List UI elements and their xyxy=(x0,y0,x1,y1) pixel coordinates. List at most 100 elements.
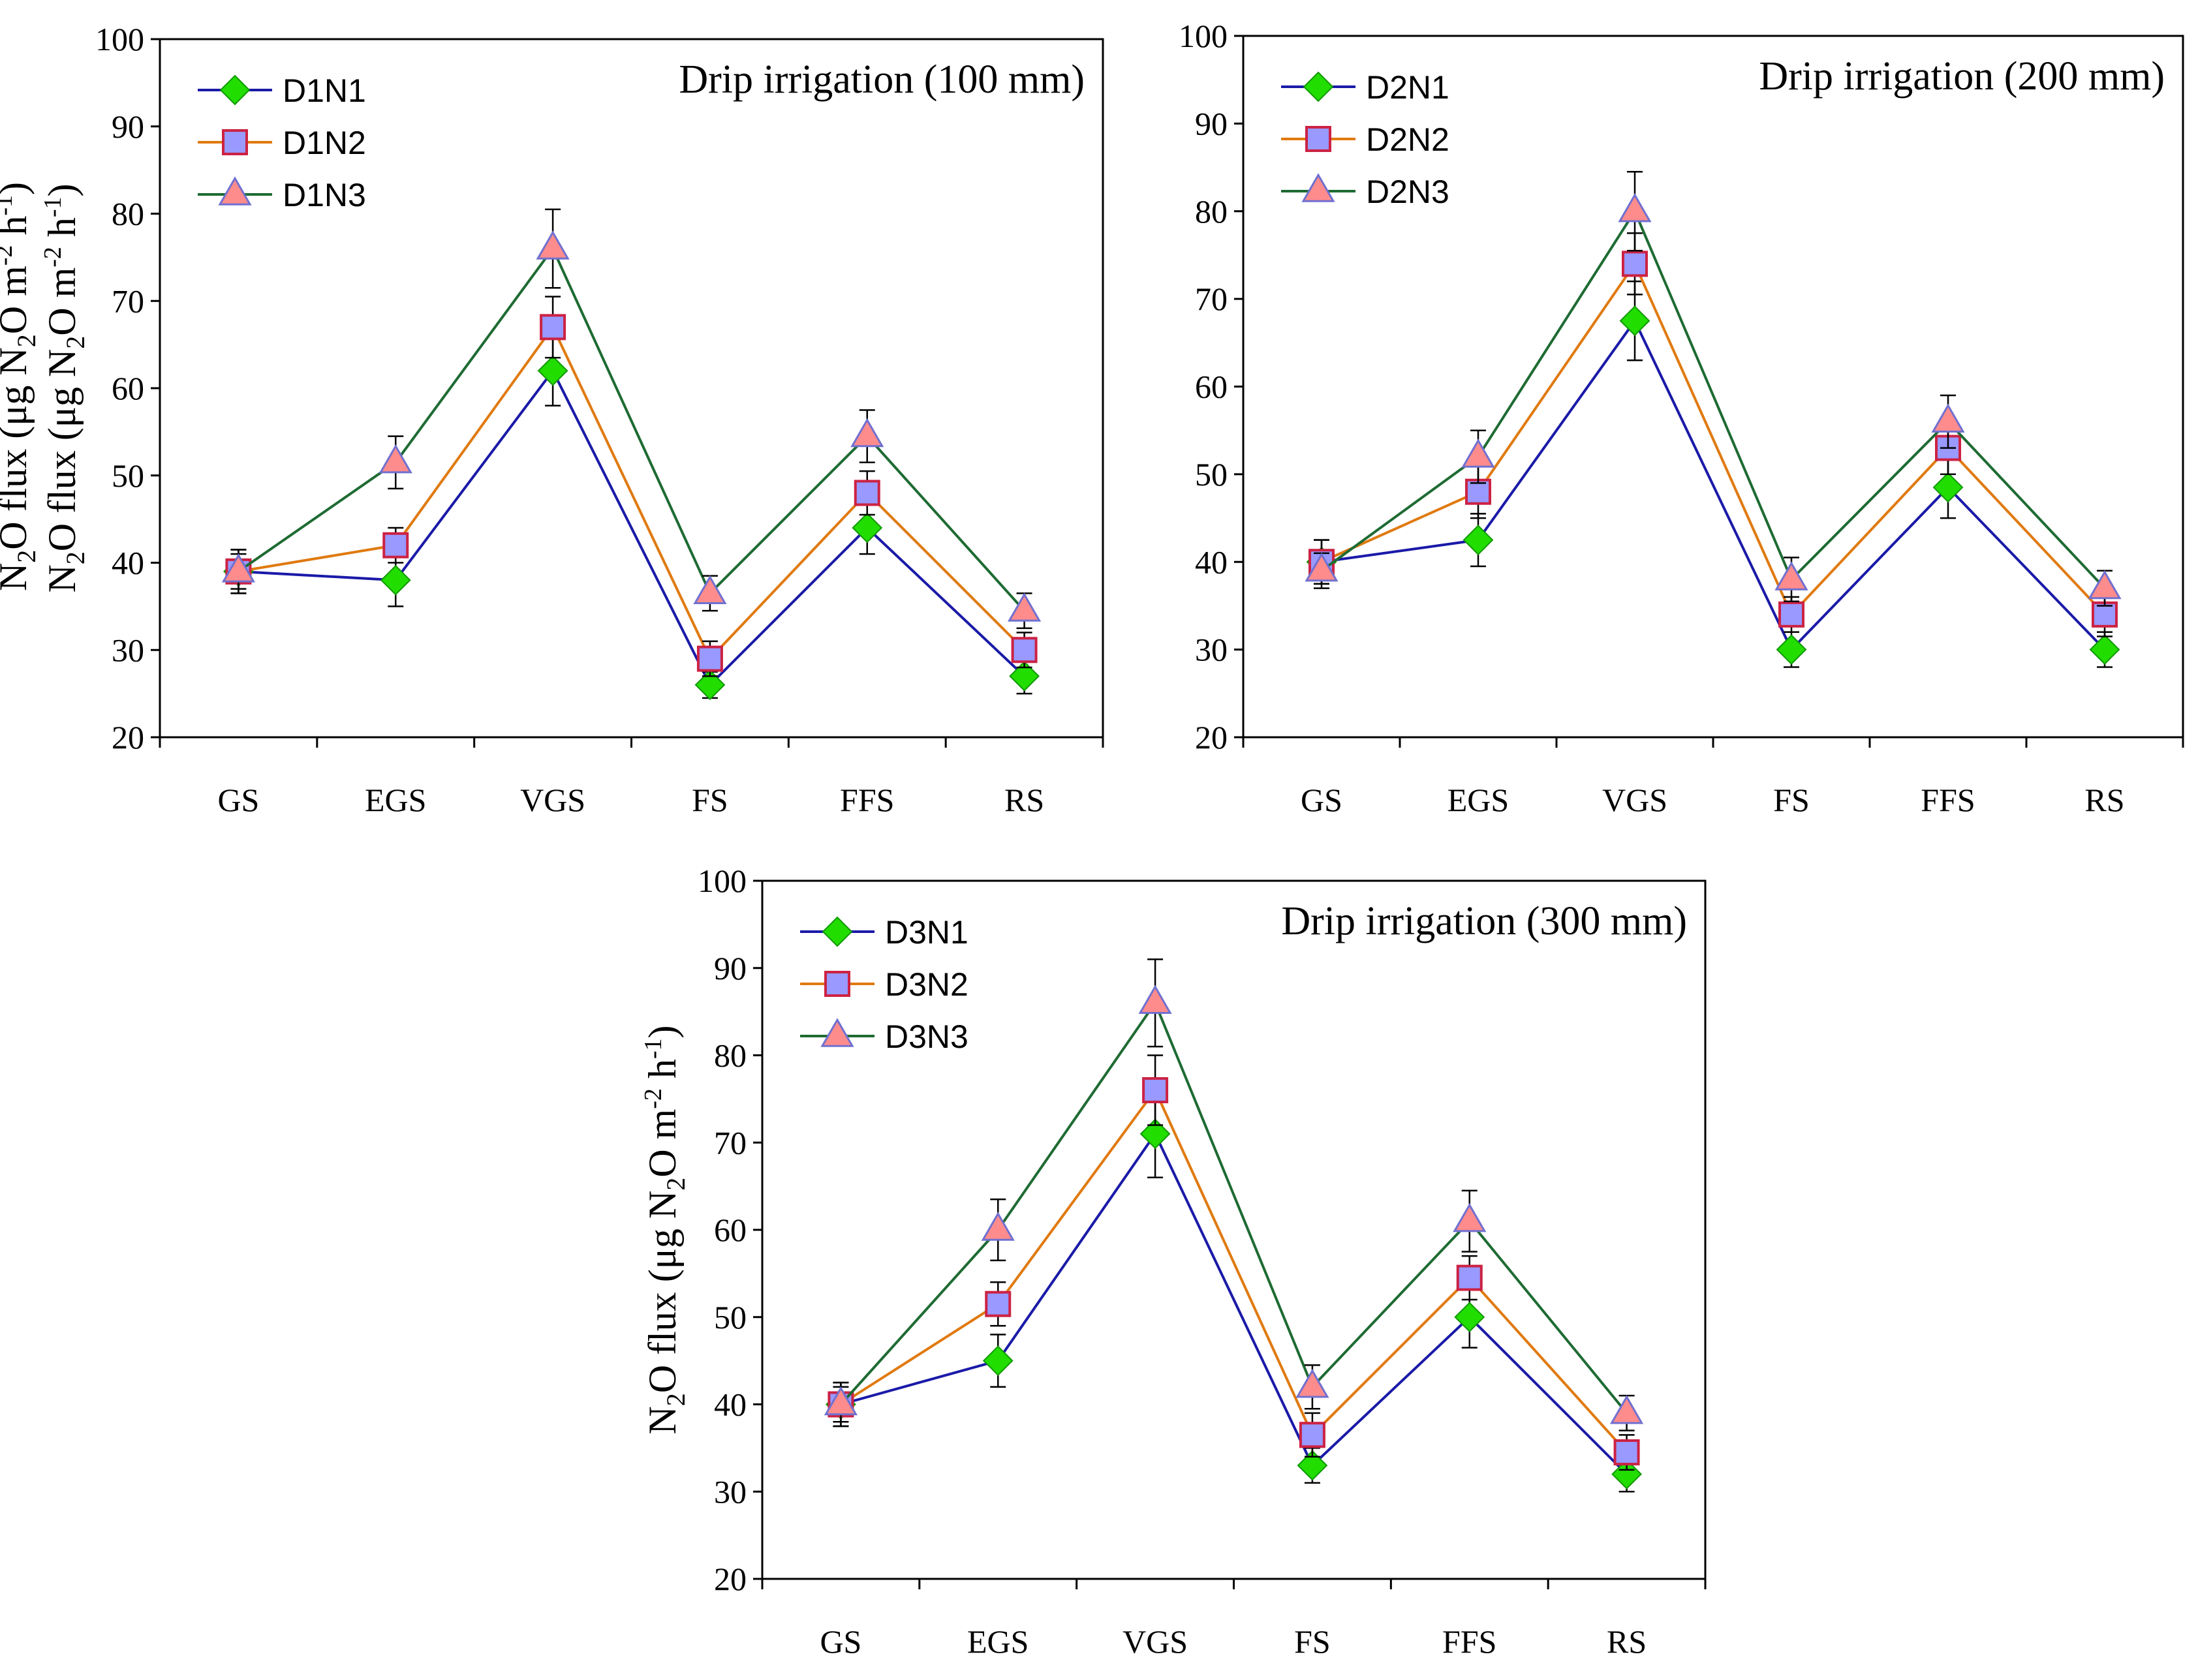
legend-marker xyxy=(219,74,251,106)
series-D3N2 xyxy=(828,1054,1640,1471)
legend-marker xyxy=(820,1018,854,1047)
legend-marker xyxy=(1305,126,1331,152)
y-tick-label: 40 xyxy=(714,1386,747,1423)
series-D2N3 xyxy=(1305,171,2122,607)
x-tick-label: GS xyxy=(217,782,259,818)
data-point xyxy=(696,645,723,672)
x-tick-label: EGS xyxy=(967,1623,1029,1660)
data-point xyxy=(981,1212,1015,1241)
legend-marker xyxy=(824,971,850,997)
legend-marker xyxy=(1303,71,1334,102)
data-point xyxy=(985,1291,1012,1317)
y-tick-label: 70 xyxy=(1195,281,1228,317)
data-point xyxy=(1613,1439,1640,1466)
data-point xyxy=(1007,592,1042,622)
y-axis-label: N2O flux (μg N2O m-2 h-1) xyxy=(640,1025,690,1434)
series-line xyxy=(238,246,1026,612)
y-tick-label: 50 xyxy=(1195,456,1228,493)
x-tick-label: FS xyxy=(692,782,728,818)
series-D3N3 xyxy=(824,958,1644,1431)
legend-label: D1N2 xyxy=(283,125,366,161)
data-point xyxy=(1297,1450,1328,1481)
x-tick-label: FFS xyxy=(1442,1623,1496,1660)
data-point xyxy=(1461,438,1495,468)
x-tick-label: FS xyxy=(1773,782,1810,818)
data-point xyxy=(824,1386,858,1416)
data-point xyxy=(1139,1118,1171,1150)
series-D2N2 xyxy=(1308,232,2118,637)
y-tick-label: 100 xyxy=(1179,18,1228,54)
data-point xyxy=(693,575,727,605)
y-tick-label: 70 xyxy=(714,1124,747,1161)
x-tick-label: VGS xyxy=(1122,1623,1188,1660)
data-point xyxy=(221,553,256,583)
legend-label: D2N1 xyxy=(1366,69,1449,106)
x-tick-label: RS xyxy=(1607,1623,1647,1660)
y-tick-label: 100 xyxy=(95,21,144,57)
data-point xyxy=(2088,570,2122,600)
legend-label: D3N2 xyxy=(885,966,968,1003)
y-axis-label: N2O flux (μg N2O m-2 h-1) xyxy=(0,182,41,591)
data-point xyxy=(1299,1422,1325,1448)
data-point xyxy=(1619,305,1650,337)
series-line xyxy=(839,1000,1628,1414)
data-point xyxy=(2092,601,2118,628)
legend-label: D3N3 xyxy=(885,1018,968,1055)
legend-marker xyxy=(1301,173,1335,202)
y-tick-label: 80 xyxy=(1195,193,1228,230)
x-tick-label: FFS xyxy=(840,782,894,818)
data-point xyxy=(382,532,409,558)
data-point xyxy=(1011,637,1038,664)
data-point xyxy=(982,1345,1014,1377)
y-tick-label: 90 xyxy=(714,950,747,986)
data-point xyxy=(1009,660,1040,692)
legend-label: D2N2 xyxy=(1366,121,1449,158)
legend-label: D1N1 xyxy=(283,72,366,109)
y-tick-label: 20 xyxy=(1195,719,1228,756)
y-tick-label: 60 xyxy=(714,1212,747,1248)
series-D1N3 xyxy=(221,208,1042,630)
legend-marker xyxy=(822,916,853,947)
legend-label: D2N3 xyxy=(1366,174,1449,210)
series-D2N1 xyxy=(1306,281,2120,668)
data-point xyxy=(2089,634,2120,665)
x-tick-label: GS xyxy=(1301,782,1342,818)
legend-marker xyxy=(218,176,252,206)
data-point xyxy=(1454,1302,1485,1333)
series-line xyxy=(1320,208,2106,589)
series-line xyxy=(1321,261,2106,617)
data-point xyxy=(1453,1202,1487,1232)
data-point xyxy=(1611,1459,1642,1489)
y-tick-label: 60 xyxy=(112,370,144,406)
data-point xyxy=(1931,403,1965,433)
legend: D2N1 D2N2 D2N3 xyxy=(1281,69,1449,210)
data-point xyxy=(854,480,880,506)
data-point xyxy=(1465,478,1491,505)
y-tick-label: 70 xyxy=(112,283,144,319)
y-tick-label: 40 xyxy=(1195,543,1228,580)
series-D1N2 xyxy=(225,296,1038,677)
y-tick-label: 30 xyxy=(1195,632,1228,668)
x-tick-label: EGS xyxy=(1447,782,1509,818)
data-point xyxy=(536,230,570,260)
series-line xyxy=(1321,318,2106,652)
data-point xyxy=(1295,1368,1329,1398)
y-tick-label: 50 xyxy=(112,457,144,494)
data-point xyxy=(1456,1264,1483,1291)
data-point xyxy=(1774,561,1808,590)
x-tick-label: EGS xyxy=(365,782,426,818)
x-tick-label: GS xyxy=(820,1623,861,1660)
x-tick-label: FFS xyxy=(1921,782,1975,818)
data-point xyxy=(852,512,883,543)
data-point xyxy=(1138,985,1172,1014)
x-tick-label: FS xyxy=(1294,1623,1331,1660)
data-point xyxy=(1778,601,1804,628)
series-line xyxy=(840,1131,1628,1475)
series-D1N1 xyxy=(223,335,1040,701)
legend-label: D3N1 xyxy=(885,914,968,951)
x-tick-label: VGS xyxy=(1602,782,1667,818)
